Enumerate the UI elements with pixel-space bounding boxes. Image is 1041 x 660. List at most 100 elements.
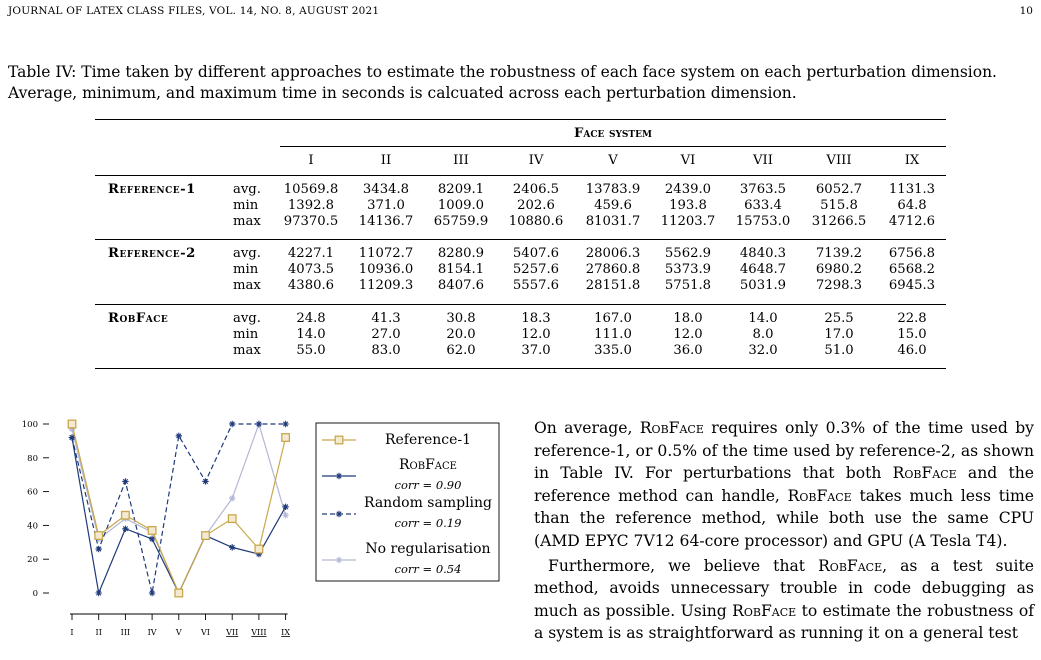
text-run: On average, (534, 419, 640, 437)
table-cell: 6945.3 (888, 278, 936, 293)
group-rule-1 (95, 239, 946, 240)
table-cell: 6052.7 (815, 182, 863, 197)
legend-label: Reference-1 (385, 432, 471, 448)
body-text: On average, RobFace requires only 0.3% o… (534, 417, 1034, 645)
table-cell: 18.3 (521, 311, 551, 326)
table-cell: 6756.8 (888, 246, 936, 261)
system-name-inline: RobFace (639, 419, 704, 437)
table-cell: 18.0 (673, 311, 703, 326)
stat-label: max (233, 343, 261, 358)
data-point (122, 478, 129, 485)
table-cell: 25.5 (824, 311, 854, 326)
table-cell: 31266.5 (811, 214, 867, 229)
text-run: and the reference method can handle, (534, 464, 1034, 505)
legend-box (315, 422, 500, 582)
table-cell: 633.4 (744, 198, 782, 213)
series-line (71, 423, 287, 595)
chart-series (67, 419, 291, 598)
table-cell: 27860.8 (585, 262, 641, 277)
table-cell: 4227.1 (287, 246, 335, 261)
data-point (202, 478, 209, 485)
table-cell: 5407.6 (512, 246, 560, 261)
table-cell: 7298.3 (815, 278, 863, 293)
legend-correlation: corr = 0.90 (395, 478, 462, 492)
table-cell: 65759.9 (433, 214, 489, 229)
data-point (335, 472, 343, 480)
table-cell: 8154.1 (437, 262, 485, 277)
data-point (122, 525, 129, 532)
table-cell: 4648.7 (739, 262, 787, 277)
table-cell: 3434.8 (362, 182, 410, 197)
data-point (282, 420, 289, 428)
y-tick-label: 60 (27, 488, 38, 498)
table-cell: 14.0 (748, 311, 778, 326)
data-point (68, 434, 76, 441)
data-point (67, 419, 77, 429)
table-cell: 36.0 (673, 343, 703, 358)
x-tick-label: III (121, 628, 130, 637)
table-cell: 5031.9 (739, 278, 787, 293)
legend-label: No regularisation (365, 541, 490, 557)
table-cell: 5257.6 (512, 262, 560, 277)
table-cell: 4073.5 (287, 262, 335, 277)
data-point (229, 420, 236, 428)
legend-correlation: corr = 0.54 (395, 562, 462, 576)
table-cell: 37.0 (521, 343, 551, 358)
group-header: Face system (574, 126, 652, 141)
system-name-inline: RobFace (818, 556, 883, 575)
table-cell: 11072.7 (358, 246, 414, 261)
table-cell: 6980.2 (815, 262, 863, 277)
table-cell: 81031.7 (585, 214, 641, 229)
stat-label: avg. (233, 182, 261, 197)
system-name-inline: RobFace (787, 486, 852, 505)
table-cell: 5751.8 (664, 278, 712, 293)
page-number: 10 (1019, 5, 1033, 17)
y-tick-label: 0 (33, 589, 38, 599)
y-tick-label: 20 (27, 555, 38, 565)
legend-label: Random sampling (364, 495, 492, 511)
series-no-regularisation (68, 420, 289, 597)
table-cell: 202.6 (517, 198, 555, 213)
stat-label: max (233, 278, 261, 293)
series-line (71, 423, 286, 594)
table-cell: 193.8 (669, 198, 707, 213)
data-point (255, 550, 263, 558)
data-point (229, 544, 236, 551)
journal-title: JOURNAL OF LATEX CLASS FILES, VOL. 14, N… (8, 5, 380, 17)
data-point (94, 531, 104, 540)
x-tick-label: IV (148, 628, 157, 637)
data-point (227, 514, 237, 524)
table-cell: 14.0 (296, 327, 326, 342)
stat-label: avg. (233, 246, 261, 261)
group-rule-2 (95, 304, 946, 305)
data-point (68, 425, 76, 433)
data-point (95, 545, 102, 553)
x-tick-label: I (70, 628, 73, 637)
table-cell: 1131.3 (888, 182, 936, 197)
table-cell: 335.0 (594, 343, 632, 358)
data-point (174, 588, 184, 598)
table-cell: 5557.6 (512, 278, 560, 293)
table-cell: 12.0 (673, 327, 703, 342)
table-cell: 83.0 (371, 343, 401, 358)
text-run: to estimate the robustness of a system i… (534, 601, 1034, 643)
series-reference-1 (67, 419, 291, 598)
data-point (147, 526, 157, 535)
group-header-rule (280, 146, 946, 147)
column-header: III (453, 153, 469, 168)
table-cell: 46.0 (897, 343, 927, 358)
data-point (175, 432, 182, 440)
x-tick-label: VIII (250, 628, 266, 637)
table-cell: 11203.7 (660, 214, 716, 229)
table-top-rule (95, 119, 946, 121)
table-cell: 2406.5 (512, 182, 560, 197)
data-point (254, 544, 264, 554)
table-cell: 4840.3 (739, 246, 787, 261)
table-cell: 7139.2 (815, 246, 863, 261)
table-cell: 167.0 (594, 311, 632, 326)
table-cell: 6568.2 (888, 262, 936, 277)
table-cell: 15.0 (897, 327, 927, 342)
data-point (255, 420, 263, 428)
column-header: VIII (826, 153, 852, 168)
